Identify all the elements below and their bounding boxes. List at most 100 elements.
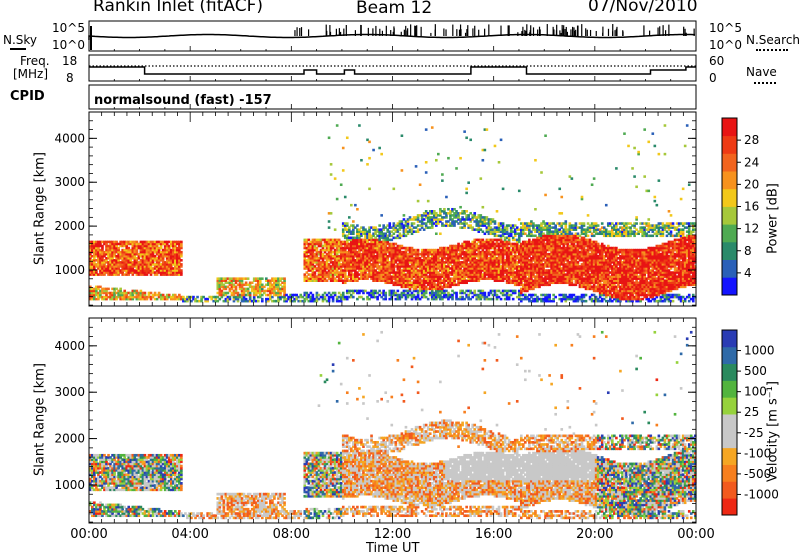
heatmap-cell	[350, 204, 353, 207]
heatmap-cell	[368, 157, 371, 160]
heatmap-cell	[340, 183, 343, 186]
heatmap-cell	[336, 198, 339, 201]
heatmap-cell	[548, 294, 551, 297]
heatmap-cell	[455, 167, 458, 170]
heatmap-cell	[486, 128, 489, 131]
heatmap-cell	[348, 216, 351, 219]
heatmap-cell	[180, 251, 183, 254]
heatmap-cell	[180, 241, 183, 244]
heatmap-cell	[366, 163, 369, 166]
heatmap-cell	[180, 263, 183, 266]
heatmap-cell	[401, 134, 404, 137]
heatmap-cell	[417, 200, 420, 203]
heatmap-cell	[500, 139, 503, 142]
heatmap-cell	[465, 188, 468, 191]
heatmap-cell	[358, 124, 361, 127]
heatmap-cell	[378, 224, 381, 227]
heatmap-cell	[261, 277, 264, 280]
heatmap-cell	[502, 222, 505, 225]
heatmap-cell	[384, 292, 387, 295]
heatmap-cell	[352, 296, 355, 299]
heatmap-cell	[482, 159, 485, 162]
heatmap-cell	[534, 159, 537, 162]
heatmap-cell	[512, 298, 515, 301]
heatmap-cell	[500, 298, 503, 301]
heatmap-cell	[368, 141, 371, 144]
heatmap-cell	[196, 296, 199, 299]
heatmap-cell	[467, 181, 470, 184]
heatmap-cell	[334, 292, 337, 295]
heatmap-cell	[330, 212, 333, 215]
heatmap-cell	[459, 157, 462, 160]
heatmap-cell	[330, 173, 333, 176]
heatmap-cell	[356, 208, 359, 211]
heatmap-cell	[413, 222, 416, 225]
heatmap-cell	[447, 157, 450, 160]
heatmap-cell	[425, 161, 428, 164]
freq-trace	[89, 67, 696, 74]
heatmap-cell	[473, 212, 476, 215]
heatmap-cell	[465, 192, 468, 195]
heatmap-cell	[380, 153, 383, 156]
heatmap-cell	[465, 137, 468, 140]
heatmap-cell	[372, 149, 375, 152]
heatmap-cell	[498, 161, 501, 164]
heatmap-cell	[354, 204, 357, 207]
heatmap-cell	[459, 206, 462, 209]
heatmap-cell	[328, 220, 331, 223]
power-heatmap	[89, 124, 697, 302]
heatmap-cell	[261, 298, 264, 301]
heatmap-cell	[473, 290, 476, 293]
heatmap-cell	[443, 208, 446, 211]
heatmap-cell	[342, 169, 345, 172]
heatmap-cell	[518, 190, 521, 193]
heatmap-cell	[107, 288, 110, 291]
heatmap-cell	[435, 232, 438, 235]
heatmap-cell	[441, 179, 444, 182]
heatmap-cell	[439, 232, 442, 235]
heatmap-cell	[344, 196, 347, 199]
heatmap-cell	[346, 137, 349, 140]
heatmap-cell	[362, 298, 365, 301]
heatmap-cell	[334, 177, 337, 180]
heatmap-cell	[455, 292, 458, 295]
heatmap-cell	[502, 188, 505, 191]
heatmap-cell	[435, 159, 438, 162]
heatmap-cell	[334, 228, 337, 231]
heatmap-cell	[401, 169, 404, 172]
heatmap-cell	[380, 214, 383, 217]
heatmap-cell	[425, 128, 428, 131]
heatmap-cell	[328, 226, 331, 229]
heatmap-cell	[415, 165, 418, 168]
heatmap-cell	[419, 183, 422, 186]
heatmap-cell	[427, 200, 430, 203]
heatmap-cell	[330, 163, 333, 166]
heatmap-cell	[356, 224, 359, 227]
heatmap-cell	[518, 218, 521, 221]
heatmap-cell	[469, 139, 472, 142]
heatmap-cell	[247, 277, 250, 280]
heatmap-cell	[144, 292, 147, 295]
heatmap-cell	[482, 206, 485, 209]
heatmap-cell	[437, 153, 440, 156]
top-panel-traces	[89, 24, 696, 109]
heatmap-cell	[368, 188, 371, 191]
heatmap-cell	[180, 269, 183, 272]
heatmap-cell	[494, 220, 497, 223]
heatmap-cell	[425, 171, 428, 174]
heatmap-cell	[484, 149, 487, 152]
heatmap-cell	[397, 290, 400, 293]
heatmap-cell	[427, 298, 430, 301]
heatmap-cell	[328, 137, 331, 140]
heatmap-cell	[496, 210, 499, 213]
heatmap-cell	[352, 220, 355, 223]
heatmap-cell	[119, 288, 122, 291]
heatmap-cell	[431, 126, 434, 129]
heatmap-cell	[544, 194, 547, 197]
heatmap-cell	[336, 124, 339, 127]
heatmap-cell	[378, 147, 381, 150]
heatmap-cell	[534, 208, 537, 211]
heatmap-cell	[342, 147, 345, 150]
nsky-trace	[89, 35, 695, 41]
